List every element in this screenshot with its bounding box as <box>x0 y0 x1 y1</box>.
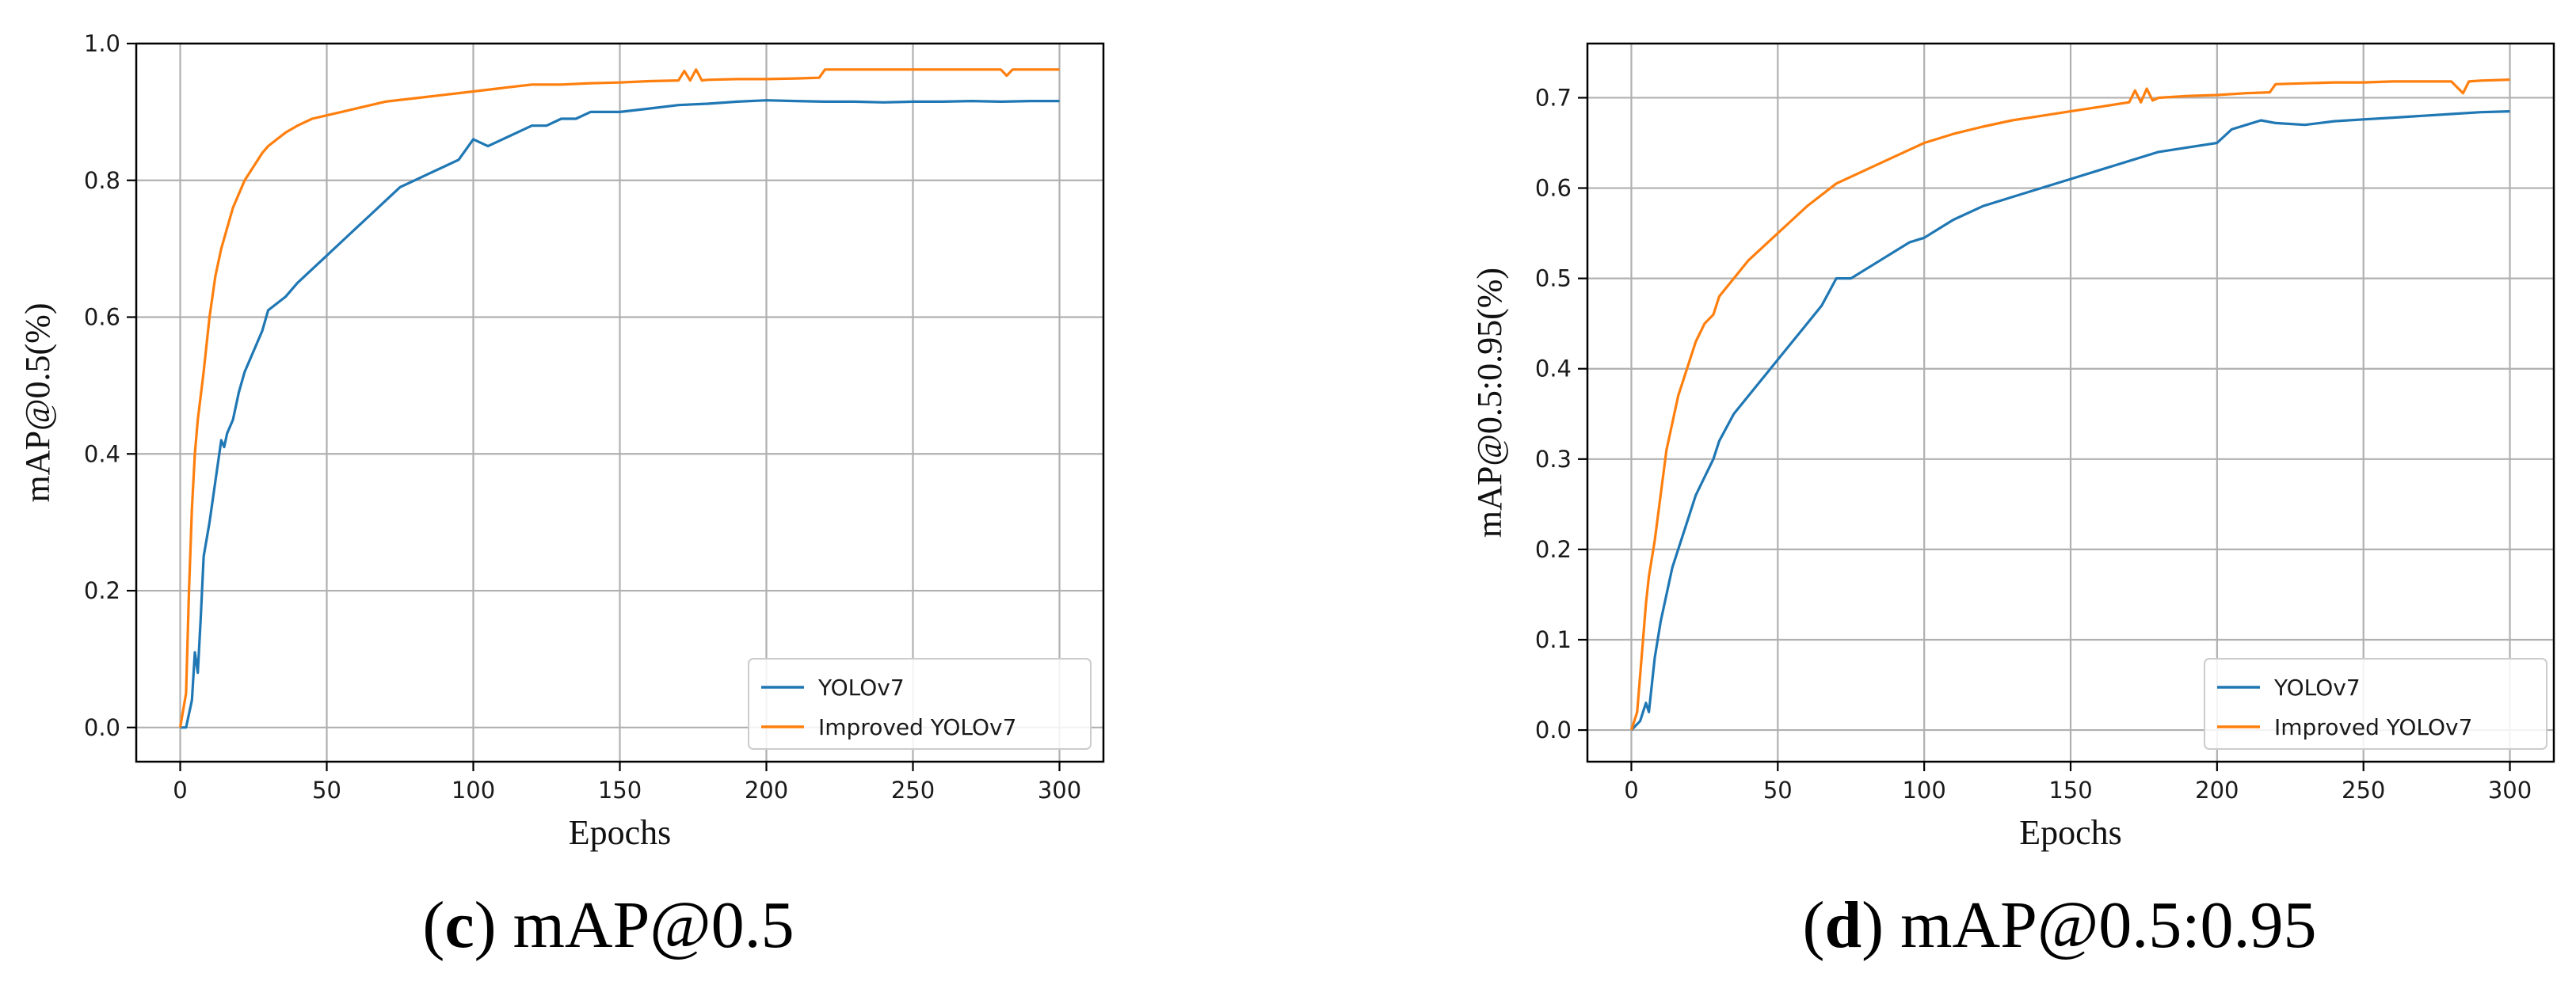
x-tick-label: 0 <box>173 777 187 804</box>
y-tick-label: 0.2 <box>84 577 120 604</box>
y-tick-label: 0.0 <box>1535 717 1572 743</box>
x-tick-label: 50 <box>312 777 341 804</box>
caption-map50: (c) mAP@0.5 <box>422 888 794 962</box>
x-tick-label: 0 <box>1624 777 1638 804</box>
legend-label: YOLOv7 <box>2273 675 2361 701</box>
y-tick-label: 0.6 <box>1535 175 1572 202</box>
x-tick-label: 100 <box>452 777 495 804</box>
caption-label: mAP@0.5:0.95 <box>1900 888 2316 962</box>
x-axis-label: Epochs <box>2019 813 2122 852</box>
y-tick-label: 0.4 <box>1535 356 1572 382</box>
y-tick-label: 0.1 <box>1535 626 1572 653</box>
y-axis-label: mAP@0.5:0.95(%) <box>1470 268 1509 538</box>
y-tick-label: 0.7 <box>1535 84 1572 111</box>
x-axis-label: Epochs <box>569 813 672 852</box>
caption-map50-95: (d) mAP@0.5:0.95 <box>1802 888 2316 962</box>
caption-label: mAP@0.5 <box>513 888 795 962</box>
caption-letter: d <box>1824 888 1862 962</box>
series-line-yolov7 <box>180 99 1060 729</box>
y-tick-label: 0.3 <box>1535 446 1572 473</box>
series-line-improved-yolov7 <box>178 68 1060 728</box>
x-tick-label: 200 <box>745 777 788 804</box>
y-tick-label: 0.6 <box>84 304 120 331</box>
y-tick-label: 0.2 <box>1535 536 1572 563</box>
y-tick-label: 0.4 <box>84 440 120 467</box>
y-axis-label: mAP@0.5(%) <box>18 303 57 503</box>
x-tick-label: 50 <box>1763 777 1793 804</box>
x-tick-label: 300 <box>1038 777 1081 804</box>
series-line-yolov7 <box>1630 110 2510 732</box>
x-tick-label: 150 <box>598 777 642 804</box>
x-tick-label: 100 <box>1902 777 1945 804</box>
y-tick-label: 0.5 <box>1535 265 1572 292</box>
y-tick-label: 1.0 <box>84 30 120 57</box>
x-tick-label: 300 <box>2488 777 2532 804</box>
series-line-improved-yolov7 <box>1629 78 2510 731</box>
y-tick-label: 0.8 <box>84 167 120 194</box>
caption-letter: c <box>444 888 474 962</box>
legend-box <box>748 658 1092 750</box>
chart-map50: 0 50 100 150 200 250 300 0.0 0.2 0.4 0.6 0.8 1.0 Epoc… <box>18 30 1105 852</box>
chart-map50-95: 0 50 100 150 200 250 300 0.0 0.1 0.2 0.3 0.4 0.5 0.6 0… <box>1470 42 2555 852</box>
x-tick-label: 250 <box>891 777 935 804</box>
legend-label: YOLOv7 <box>817 675 905 701</box>
legend-label: Improved YOLOv7 <box>2274 714 2472 740</box>
legend-box <box>2204 658 2547 750</box>
x-tick-label: 150 <box>2048 777 2092 804</box>
y-tick-label: 0.0 <box>84 714 120 741</box>
legend-label: Improved YOLOv7 <box>818 714 1016 740</box>
x-tick-label: 200 <box>2195 777 2239 804</box>
x-tick-label: 250 <box>2342 777 2385 804</box>
